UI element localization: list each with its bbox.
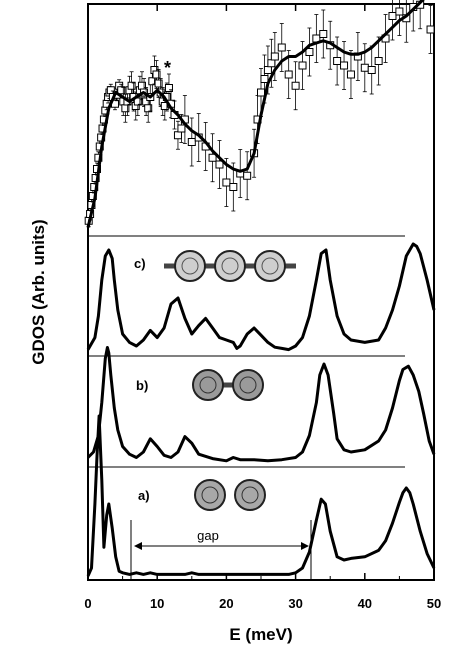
panel-curve-b (88, 348, 434, 461)
gap-arrow-right-head (301, 542, 309, 550)
experiment-point (285, 71, 292, 78)
gap-arrow-left-head (134, 542, 142, 550)
experiment-point (244, 172, 251, 179)
experiment-point (361, 64, 368, 71)
star-annotation: * (164, 58, 171, 78)
panel-layer (88, 244, 434, 576)
y-axis-title: GDOS (Arb. units) (29, 219, 48, 364)
trimer-c60-icon (164, 251, 296, 281)
gap-annotation: gap (131, 520, 311, 580)
experiment-point (341, 62, 348, 69)
experiment-point (178, 125, 185, 132)
experiment-point (320, 31, 327, 38)
experiment-point (278, 44, 285, 51)
experiment-point (427, 26, 434, 33)
experiment-point (389, 13, 396, 20)
experiment-point (261, 76, 268, 83)
experiment-point (258, 89, 265, 96)
x-tick-label-0: 0 (84, 596, 91, 611)
x-tick-label-3: 30 (288, 596, 302, 611)
experiment-point (334, 58, 341, 65)
experiment-point (230, 184, 237, 191)
experiment-point (271, 53, 278, 60)
experiment-point (174, 132, 181, 139)
panel-label-b: b) (136, 378, 148, 393)
gap-label: gap (197, 528, 219, 543)
panel-label-a: a) (138, 488, 150, 503)
experiment-point (368, 67, 375, 74)
monomer-c60-icon (195, 480, 265, 510)
panel-label-c: c) (134, 256, 146, 271)
x-tick-label-5: 50 (427, 596, 441, 611)
experiment-point (299, 62, 306, 69)
x-tick-label-4: 40 (358, 596, 372, 611)
dimer-c60-icon (193, 370, 263, 400)
x-axis-tick-labels: 0 10 20 30 40 50 (84, 596, 441, 611)
experiment-point (268, 60, 275, 67)
experiment-point (396, 8, 403, 15)
experiment-point (347, 71, 354, 78)
experiment-point (188, 139, 195, 146)
experiment-point (375, 58, 382, 65)
x-axis-title: E (meV) (229, 625, 292, 644)
experiment-point (264, 67, 271, 74)
experiment-point (292, 82, 299, 89)
experiment-fit-curve (88, 0, 434, 228)
x-tick-label-2: 20 (219, 596, 233, 611)
experiment-layer (85, 0, 434, 228)
x-tick-label-1: 10 (150, 596, 164, 611)
experiment-point (223, 179, 230, 186)
